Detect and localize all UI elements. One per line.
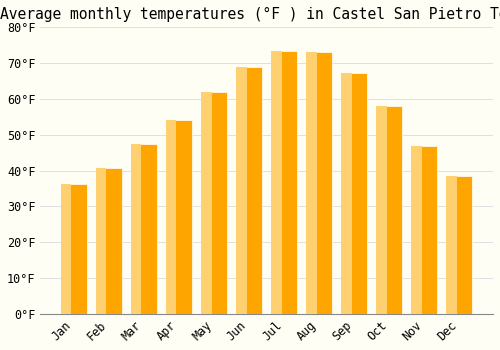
Bar	[376, 106, 402, 314]
Bar	[236, 67, 262, 314]
Bar	[131, 145, 141, 314]
Bar	[166, 120, 176, 314]
Bar	[411, 146, 438, 314]
Bar	[61, 184, 72, 314]
Bar	[96, 168, 122, 314]
Bar	[271, 51, 297, 314]
Bar	[411, 146, 422, 314]
Bar	[341, 73, 367, 314]
Bar	[446, 176, 456, 314]
Bar	[61, 184, 87, 314]
Bar	[341, 73, 351, 314]
Bar	[201, 92, 211, 314]
Bar	[201, 92, 228, 314]
Bar	[306, 52, 332, 314]
Bar	[376, 106, 386, 314]
Bar	[236, 67, 246, 314]
Bar	[446, 176, 472, 314]
Title: Average monthly temperatures (°F ) in Castel San Pietro Terme: Average monthly temperatures (°F ) in Ca…	[0, 7, 500, 22]
Bar	[166, 120, 192, 314]
Bar	[96, 168, 106, 314]
Bar	[131, 145, 157, 314]
Bar	[271, 51, 281, 314]
Bar	[306, 52, 316, 314]
